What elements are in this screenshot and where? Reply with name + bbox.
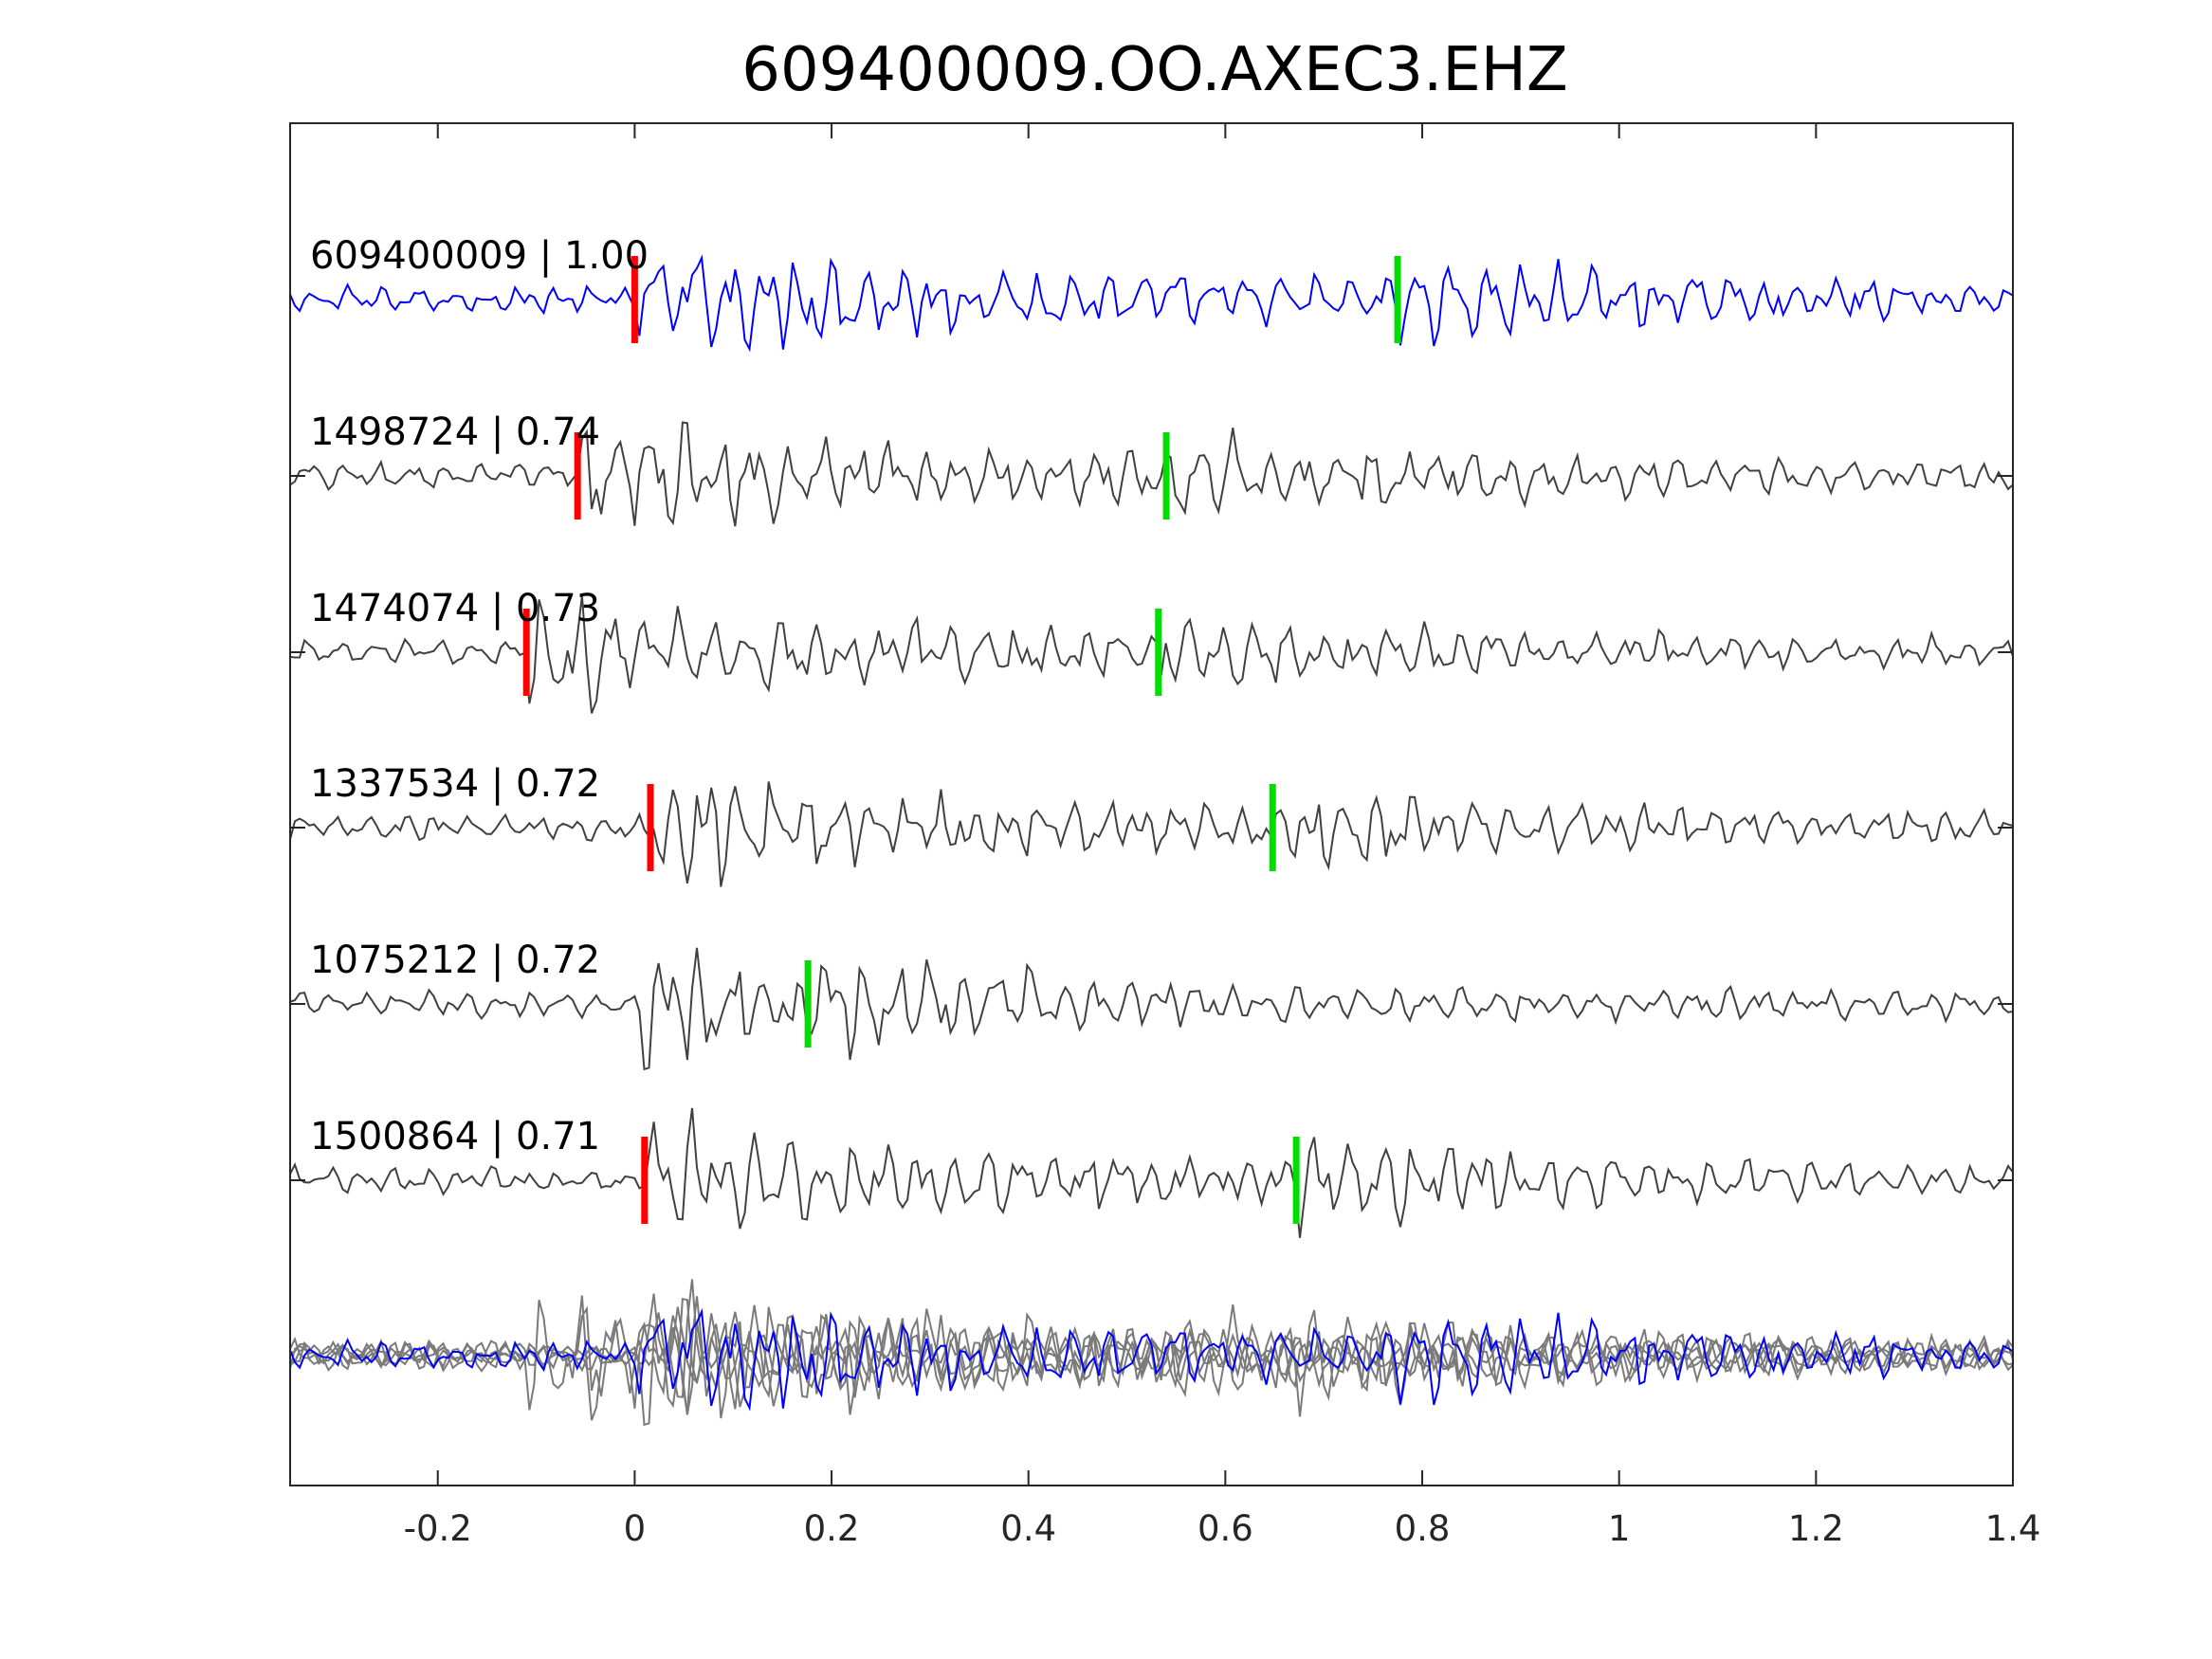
trace-line-1075212: [289, 947, 2014, 1071]
x-tick-label: 0.6: [1197, 1508, 1253, 1549]
x-tick-label: 0.2: [804, 1508, 860, 1549]
trace-labels: 609400009 | 1.00 1498724 | 0.74 1474074 | …: [310, 234, 649, 1158]
stack-line-609400009: [289, 1307, 2014, 1412]
x-axis-ticks: -0.2 0 0.2 0.4 0.6 0.8 1 1.2 1.4: [290, 123, 2040, 1549]
chart-title: 609400009.OO.AXEC3.EHZ: [741, 35, 1568, 105]
trace-label-1474074: 1474074 | 0.73: [310, 587, 600, 630]
stack-line-1500864: [289, 1279, 2014, 1417]
stack-overlay: [289, 1279, 2014, 1427]
x-tick-label: 0.8: [1395, 1508, 1451, 1549]
trace-line-609400009: [289, 254, 2014, 353]
trace-line-1337534: [289, 781, 2014, 887]
picks-layer: [522, 256, 1401, 1224]
axes-box: [289, 122, 2014, 1486]
trace-line-1474074: [289, 595, 2014, 714]
trace-line-1500864: [289, 1107, 2014, 1238]
x-tick-label: 0: [624, 1508, 647, 1549]
trace-label-609400009: 609400009 | 1.00: [310, 234, 649, 278]
x-tick-label: -0.2: [404, 1508, 472, 1549]
trace-label-1498724: 1498724 | 0.74: [310, 410, 600, 454]
x-tick-label: 1.4: [1985, 1508, 2041, 1549]
stack-line-1498724: [289, 1297, 2014, 1410]
x-tick-label: 1: [1608, 1508, 1631, 1549]
trace-label-1075212: 1075212 | 0.72: [310, 939, 600, 982]
x-tick-label: 1.2: [1788, 1508, 1844, 1549]
traces-layer: [289, 254, 2014, 1238]
x-tick-label: 0.4: [1000, 1508, 1056, 1549]
trace-label-1337534: 1337534 | 0.72: [310, 762, 600, 806]
trace-label-1500864: 1500864 | 0.71: [310, 1115, 600, 1158]
